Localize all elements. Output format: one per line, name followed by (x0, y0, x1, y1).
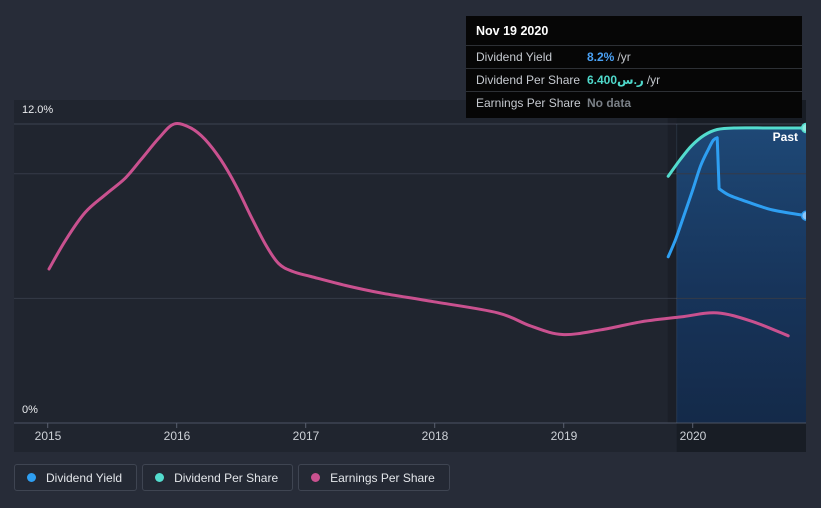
tooltip-label: Dividend Per Share (476, 73, 581, 87)
legend-item-dividend-yield[interactable]: Dividend Yield (14, 464, 138, 491)
tooltip-unit: /yr (617, 50, 631, 64)
legend-label: Dividend Yield (46, 470, 123, 485)
legend-label: Dividend Per Share (174, 470, 279, 485)
y-axis-min-label: 0% (22, 404, 38, 416)
past-region-label: Past (772, 130, 798, 144)
tooltip-row-earnings-per-share: Earnings Per Share No data (466, 91, 802, 114)
tooltip-unit: /yr (646, 73, 661, 87)
dividend-per-share-dot-icon (155, 473, 165, 482)
x-axis-label-2017: 2017 (292, 429, 320, 443)
tooltip-date: Nov 19 2020 (476, 24, 549, 38)
tooltip-row-dividend-per-share: Dividend Per Share 6.400ر.س /yr (466, 68, 802, 91)
tooltip-row-dividend-yield: Dividend Yield 8.2% /yr (466, 45, 802, 68)
tooltip-value: 8.2% (587, 50, 615, 64)
chart-canvas[interactable] (14, 100, 806, 452)
tooltip-value: No data (587, 96, 632, 110)
tooltip-label: Dividend Yield (476, 50, 553, 64)
x-axis-label-2015: 2015 (34, 429, 62, 443)
chart-tooltip: Nov 19 2020 Dividend Yield 8.2% /yr Divi… (466, 16, 802, 118)
tooltip-label: Earnings Per Share (476, 96, 581, 110)
legend-item-dividend-per-share[interactable]: Dividend Per Share (142, 464, 294, 491)
chart-legend: Dividend Yield Dividend Per Share Earnin… (14, 464, 450, 491)
y-axis-max-label: 12.0% (22, 104, 54, 116)
legend-item-earnings-per-share[interactable]: Earnings Per Share (298, 464, 450, 491)
x-axis-label-2018: 2018 (421, 429, 449, 443)
x-axis-label-2019: 2019 (550, 429, 578, 443)
x-axis-label-2016: 2016 (163, 429, 191, 443)
earnings-per-share-dot-icon (311, 473, 321, 482)
legend-label: Earnings Per Share (330, 470, 435, 485)
tooltip-value: 6.400ر.س (587, 73, 644, 87)
dividend-yield-dot-icon (27, 473, 36, 482)
x-axis-label-2020: 2020 (679, 429, 707, 443)
